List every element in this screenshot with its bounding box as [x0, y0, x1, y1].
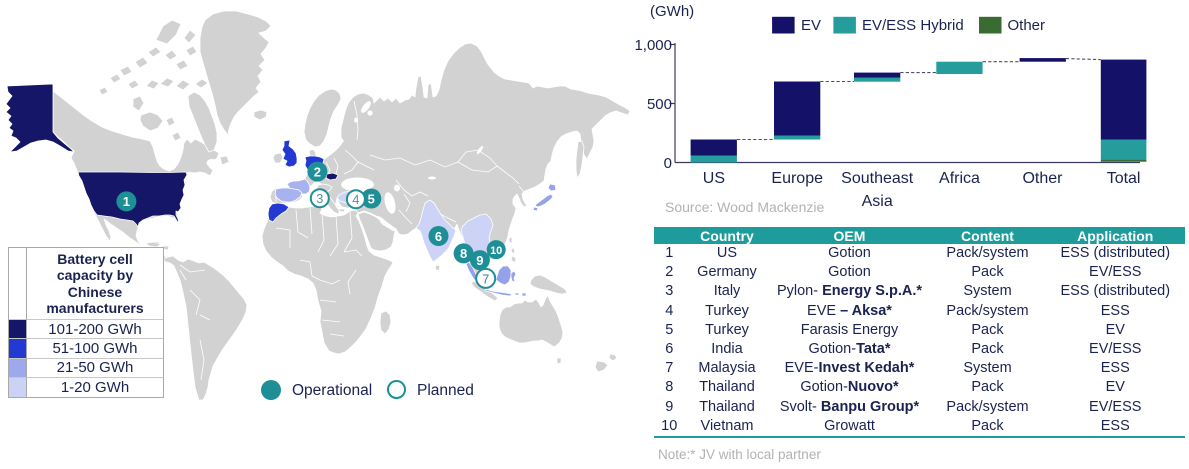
svg-text:0: 0 [664, 155, 672, 172]
svg-text:7: 7 [482, 271, 489, 286]
svg-text:4: 4 [352, 192, 359, 207]
svg-text:6: 6 [435, 229, 442, 244]
svg-text:Other: Other [1022, 170, 1063, 187]
svg-text:5: 5 [368, 191, 375, 206]
svg-text:1,000: 1,000 [634, 37, 672, 54]
svg-text:(GWh): (GWh) [650, 3, 694, 20]
svg-text:2: 2 [314, 164, 321, 179]
svg-text:500: 500 [647, 96, 672, 113]
svg-text:3: 3 [316, 191, 323, 206]
svg-text:1: 1 [123, 194, 130, 209]
svg-text:8: 8 [460, 246, 467, 261]
svg-text:Other: Other [1008, 17, 1046, 34]
svg-text:Asia: Asia [862, 193, 893, 210]
svg-text:US: US [703, 170, 725, 187]
svg-text:10: 10 [490, 245, 502, 257]
svg-text:9: 9 [476, 253, 483, 268]
svg-text:Africa: Africa [939, 170, 980, 187]
svg-text:EV: EV [801, 17, 821, 34]
svg-text:Europe: Europe [771, 170, 823, 187]
svg-text:Total: Total [1107, 170, 1141, 187]
svg-text:EV/ESS Hybrid: EV/ESS Hybrid [862, 17, 964, 34]
svg-text:Southeast: Southeast [841, 170, 914, 187]
